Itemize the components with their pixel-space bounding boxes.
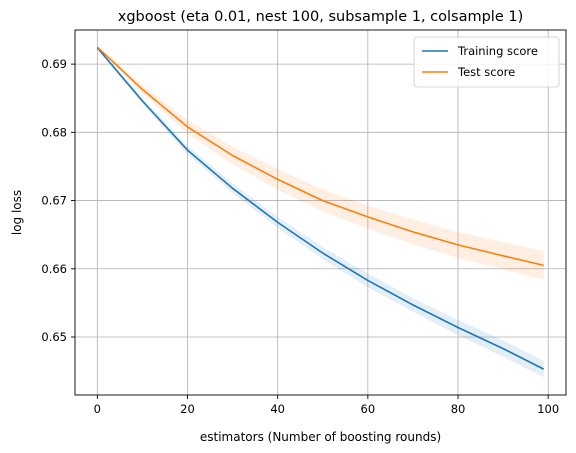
y-axis-label: log loss: [10, 190, 24, 235]
y-tick-label: 0.66: [41, 262, 67, 276]
series-lines: [96, 46, 545, 370]
x-tick-label: 20: [180, 402, 195, 416]
y-tick-label: 0.65: [41, 330, 67, 344]
legend: Training score Test score: [413, 36, 560, 88]
x-axis-ticks: 0 20 40 60 80 100: [94, 395, 559, 416]
series-line-1: [96, 46, 544, 267]
legend-label: Training score: [457, 44, 538, 58]
x-tick-label: 80: [451, 402, 466, 416]
y-axis-ticks: 0.65 0.66 0.67 0.68 0.69: [41, 57, 75, 344]
series-line-0: [96, 47, 545, 370]
legend-label: Test score: [457, 65, 515, 79]
series-band-1: [97, 46, 544, 280]
y-tick-label: 0.67: [41, 194, 67, 208]
x-tick-label: 40: [270, 402, 285, 416]
y-tick-label: 0.68: [41, 125, 67, 139]
series-band-0: [97, 47, 544, 378]
y-tick-label: 0.69: [41, 57, 67, 71]
chart-title: xgboost (eta 0.01, nest 100, subsample 1…: [118, 9, 524, 25]
x-tick-label: 0: [94, 402, 101, 416]
legend-box: [413, 36, 560, 88]
x-tick-label: 60: [361, 402, 376, 416]
x-tick-label: 100: [537, 402, 559, 416]
x-axis-label: estimators (Number of boosting rounds): [200, 430, 441, 444]
plot-frame: [74, 29, 567, 396]
confidence-bands: [97, 46, 544, 378]
